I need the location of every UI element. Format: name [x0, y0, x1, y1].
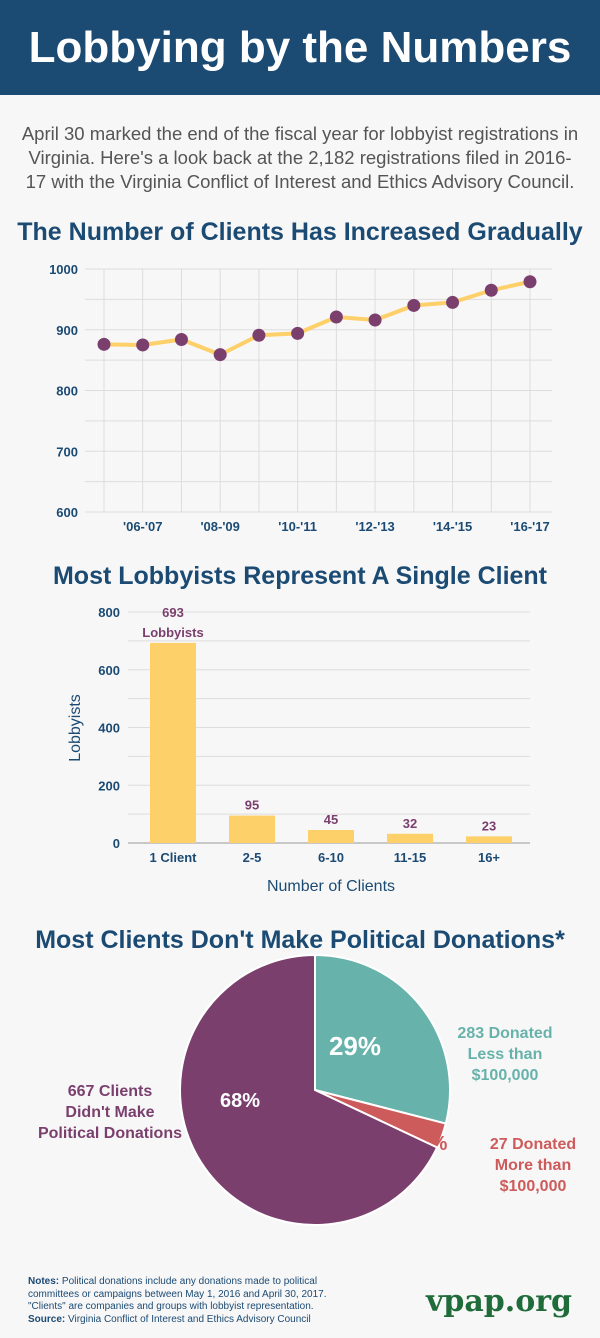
slice-description: Political Donations: [38, 1125, 182, 1142]
data-point: [291, 326, 305, 340]
data-point: [329, 310, 343, 324]
data-point: [484, 283, 498, 297]
slice-description: 283 Donated: [457, 1025, 552, 1042]
bar-chart: 0 200 400 600 800 693 Lobbyists 1 Client 95 2-5 45…: [67, 605, 530, 895]
data-label: 23: [482, 818, 496, 833]
y-tick-label: 200: [98, 778, 120, 793]
line-chart-title: The Number of Clients Has Increased Grad…: [17, 218, 583, 246]
slice-description: $100,000: [472, 1067, 539, 1084]
data-point: [174, 332, 188, 346]
notes-text: Political donations include any donation…: [28, 1276, 327, 1312]
data-point: [97, 337, 111, 351]
y-tick-label: 400: [98, 721, 120, 736]
slice-description: Didn't Make: [65, 1104, 154, 1121]
x-tick-label: '10-'11: [278, 519, 317, 534]
data-label-suffix: Lobbyists: [142, 625, 203, 640]
source-text: Virginia Conflict of Interest and Ethics…: [65, 1313, 311, 1325]
x-tick-label: '16-'17: [510, 519, 549, 534]
x-tick-label: 6-10: [318, 850, 344, 865]
bar: [387, 833, 433, 843]
notes: Notes: Political donations include any d…: [28, 1276, 358, 1326]
data-label: 32: [403, 816, 417, 831]
x-tick-label: '08-'09: [200, 519, 239, 534]
slice-description: More than: [495, 1157, 571, 1174]
data-point: [136, 338, 150, 352]
notes-label: Notes:: [28, 1276, 60, 1287]
y-tick-label: 600: [56, 505, 78, 520]
x-tick-label: '06-'07: [123, 519, 162, 534]
slice-description: 667 Clients: [68, 1083, 153, 1100]
bar: [229, 815, 275, 843]
data-point: [213, 348, 227, 362]
bar: [150, 642, 196, 843]
y-tick-label: 900: [56, 323, 78, 338]
data-point: [368, 313, 382, 327]
slice-percent-label: 29%: [329, 1031, 381, 1061]
bar: [308, 830, 354, 843]
slice-description: Less than: [468, 1046, 543, 1063]
x-tick-label: '12-'13: [355, 519, 394, 534]
data-label: 45: [324, 812, 338, 827]
y-tick-label: 1000: [49, 262, 78, 277]
data-point: [407, 298, 421, 312]
source-label: Source:: [28, 1313, 66, 1325]
slice-description: $100,000: [500, 1178, 567, 1195]
x-axis-label: Number of Clients: [267, 878, 395, 895]
pie-slice: [314, 953, 451, 1125]
y-tick-label: 800: [98, 605, 120, 620]
bar-chart-title: Most Lobbyists Represent A Single Client: [52, 562, 548, 590]
slice-percent-label: 68%: [220, 1090, 260, 1112]
data-label: 693: [162, 605, 184, 620]
data-label: 95: [245, 798, 259, 813]
line-chart: 600 700 800 900 1000 '06-'07 '08-'09 '10-'11 '12…: [49, 262, 552, 534]
x-tick-label: 1 Client: [150, 850, 198, 865]
y-tick-label: 600: [98, 663, 120, 678]
page-title: Lobbying by the Numbers: [0, 0, 600, 95]
data-point: [523, 275, 537, 289]
bar: [466, 836, 512, 843]
x-tick-label: '14-'15: [433, 519, 472, 534]
x-tick-label: 2-5: [243, 850, 262, 865]
y-tick-label: 800: [56, 384, 78, 399]
slice-description: 27 Donated: [490, 1136, 576, 1153]
series-line: [103, 279, 531, 357]
data-point: [252, 328, 266, 342]
y-tick-label: 700: [56, 444, 78, 459]
pie-slice: [179, 953, 439, 1226]
pie-chart-title: Most Clients Don't Make Political Donati…: [35, 926, 565, 954]
x-tick-label: 11-15: [394, 850, 427, 865]
intro-text: April 30 marked the end of the fiscal ye…: [21, 123, 579, 192]
y-tick-label: 0: [113, 836, 120, 851]
x-tick-label: 16+: [478, 850, 500, 865]
vpap-logo[interactable]: vpap.org: [425, 1284, 572, 1319]
data-point: [446, 295, 460, 309]
y-axis-label: Lobbyists: [67, 694, 84, 762]
